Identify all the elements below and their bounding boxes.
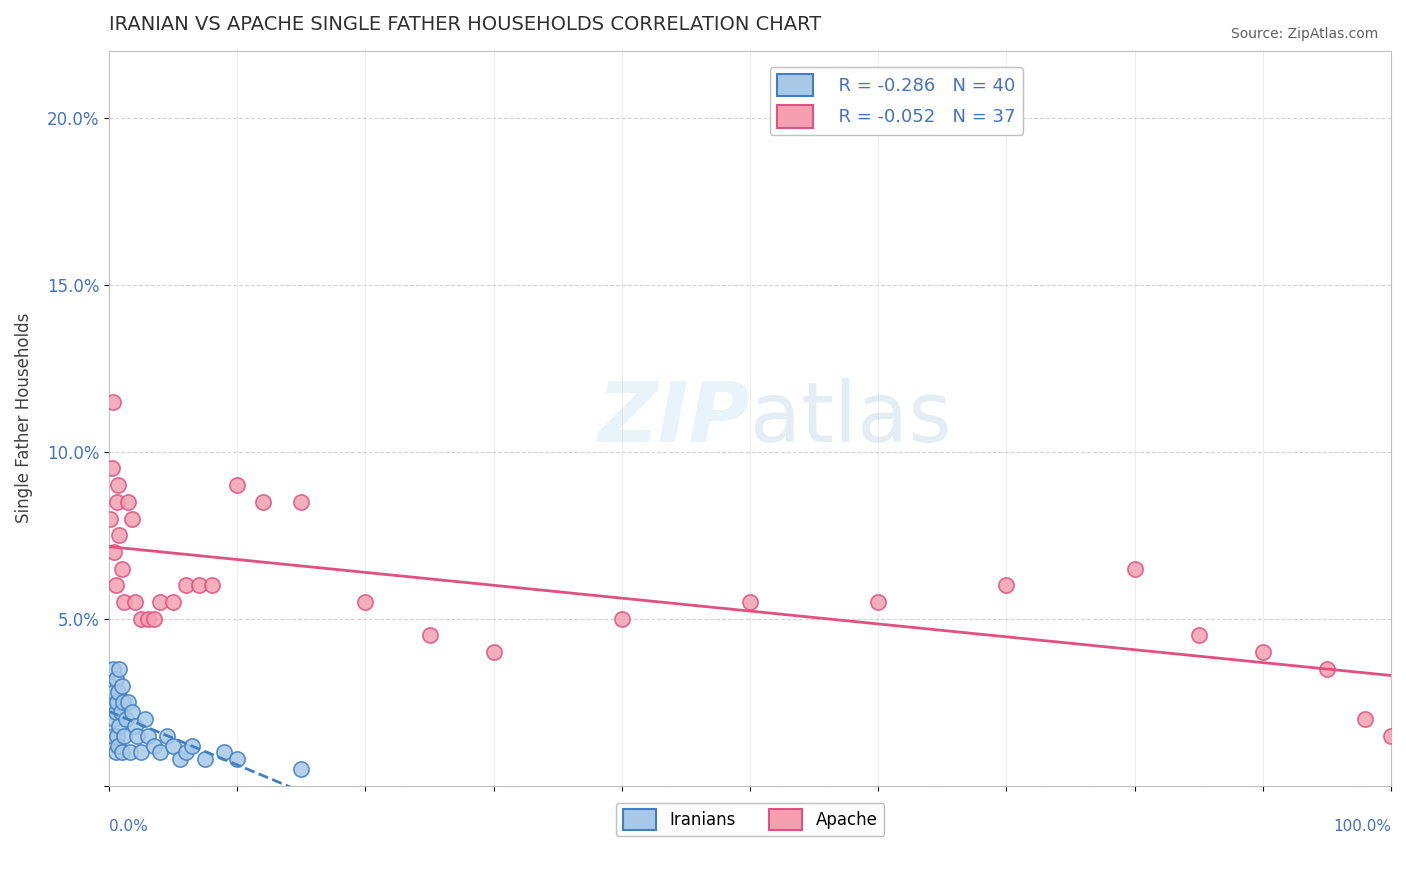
Point: [112, 695, 135, 709]
Point: [181, 739, 204, 753]
Point: [1316, 662, 1339, 676]
Point: [1188, 628, 1211, 642]
Point: [127, 729, 149, 743]
Point: [101, 394, 124, 409]
Point: [107, 739, 129, 753]
Point: [111, 745, 134, 759]
Point: [103, 685, 125, 699]
Point: [1123, 561, 1146, 575]
Point: [187, 578, 209, 592]
Point: [162, 595, 184, 609]
Point: [104, 672, 127, 686]
Text: IRANIAN VS APACHE SINGLE FATHER HOUSEHOLDS CORRELATION CHART: IRANIAN VS APACHE SINGLE FATHER HOUSEHOL…: [110, 15, 821, 34]
Point: [610, 612, 633, 626]
Point: [354, 595, 377, 609]
Point: [111, 679, 134, 693]
Point: [1354, 712, 1376, 726]
Point: [100, 511, 122, 525]
Point: [868, 595, 890, 609]
Text: 100.0%: 100.0%: [1333, 819, 1391, 834]
Point: [156, 729, 179, 743]
Point: [104, 706, 127, 720]
Point: [1251, 645, 1274, 659]
Point: [118, 745, 141, 759]
Point: [290, 762, 312, 776]
Point: [174, 578, 197, 592]
Point: [129, 745, 152, 759]
Point: [100, 695, 122, 709]
Point: [738, 595, 761, 609]
Point: [124, 595, 146, 609]
Point: [103, 545, 125, 559]
Point: [111, 561, 134, 575]
Point: [124, 719, 146, 733]
Point: [482, 645, 505, 659]
Point: [136, 612, 159, 626]
Point: [108, 528, 131, 542]
Point: [226, 752, 249, 766]
Point: [143, 612, 166, 626]
Point: [169, 752, 191, 766]
Point: [105, 695, 128, 709]
Point: [105, 729, 128, 743]
Point: [108, 662, 131, 676]
Point: [107, 685, 129, 699]
Text: atlas: atlas: [749, 378, 952, 458]
Point: [110, 706, 132, 720]
Point: [108, 719, 131, 733]
Point: [134, 712, 156, 726]
Point: [121, 511, 143, 525]
Point: [104, 745, 127, 759]
Point: [101, 729, 124, 743]
Point: [1379, 729, 1402, 743]
Point: [107, 478, 129, 492]
Point: [136, 729, 159, 743]
Point: [290, 495, 312, 509]
Point: [201, 578, 224, 592]
Point: [117, 495, 139, 509]
Legend: Iranians, Apache: Iranians, Apache: [616, 803, 884, 836]
Point: [114, 712, 136, 726]
Text: 0.0%: 0.0%: [110, 819, 148, 834]
Point: [121, 706, 143, 720]
Point: [149, 595, 172, 609]
Point: [114, 729, 136, 743]
Point: [114, 595, 136, 609]
Point: [214, 745, 236, 759]
Point: [103, 712, 125, 726]
Point: [100, 679, 122, 693]
Point: [117, 695, 139, 709]
Point: [174, 745, 197, 759]
Point: [129, 612, 152, 626]
Point: [419, 628, 441, 642]
Point: [995, 578, 1018, 592]
Point: [226, 478, 249, 492]
Point: [149, 745, 172, 759]
Point: [101, 662, 124, 676]
Text: Source: ZipAtlas.com: Source: ZipAtlas.com: [1230, 27, 1378, 41]
Point: [143, 739, 166, 753]
Point: [105, 495, 128, 509]
Point: [104, 578, 127, 592]
Point: [252, 495, 274, 509]
Point: [100, 461, 122, 475]
Point: [194, 752, 217, 766]
Text: ZIP: ZIP: [598, 378, 749, 458]
Point: [162, 739, 184, 753]
Y-axis label: Single Father Households: Single Father Households: [15, 313, 32, 524]
